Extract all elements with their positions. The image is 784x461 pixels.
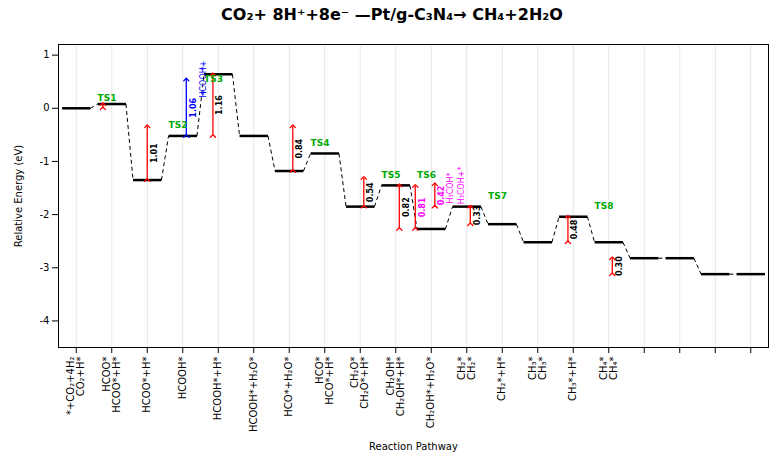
- svg-text:TS2: TS2: [169, 120, 188, 130]
- svg-text:CH₃*+H*: CH₃*+H*: [567, 357, 578, 401]
- svg-text:1.06: 1.06: [189, 97, 198, 117]
- svg-text:TS6: TS6: [417, 170, 436, 180]
- svg-text:0.82: 0.82: [402, 197, 411, 217]
- svg-text:HCOOH*+H₂O*: HCOOH*+H₂O*: [248, 357, 259, 433]
- svg-text:HCO*HCO*+H*: HCO*HCO*+H*: [314, 357, 335, 405]
- svg-text:CH₃*CH₃*: CH₃*CH₃*: [527, 357, 548, 381]
- svg-text:0: 0: [43, 102, 49, 113]
- svg-text:0.30: 0.30: [615, 256, 624, 276]
- svg-text:TS7: TS7: [488, 191, 507, 201]
- svg-text:CH₂O*CH₂O*+H*: CH₂O*CH₂O*+H*: [349, 357, 370, 409]
- svg-text:HCOOH*+H*: HCOOH*+H*: [212, 357, 223, 421]
- svg-text:*+CO₂+4H₂CO₂+H*: *+CO₂+4H₂CO₂+H*: [65, 357, 86, 416]
- svg-text:1.01: 1.01: [150, 143, 159, 163]
- svg-text:0.81: 0.81: [418, 197, 427, 217]
- svg-text:TS4: TS4: [311, 138, 330, 148]
- html-text:CO₂+ 8H⁺+8e⁻ —Pt/g-C₃N₄→ CH₄+2: CO₂+ 8H⁺+8e⁻ —Pt/g-C₃N₄→ CH₄+2H₂O: [221, 5, 563, 24]
- svg-text:H₃COH+*: H₃COH+*: [457, 166, 466, 204]
- svg-text:HCOO*+H*: HCOO*+H*: [141, 357, 152, 413]
- svg-text:0.42: 0.42: [437, 186, 446, 206]
- svg-text:1: 1: [43, 49, 49, 60]
- svg-text:CH₂*+H*: CH₂*+H*: [496, 357, 507, 401]
- svg-text:TS1: TS1: [98, 93, 117, 103]
- svg-text:CH₂OH*+H₂O*: CH₂OH*+H₂O*: [425, 357, 436, 429]
- svg-text:0.84: 0.84: [295, 138, 304, 158]
- svg-text:HCOOH*: HCOOH*: [177, 357, 188, 400]
- svg-text:Relative Energy (eV): Relative Energy (eV): [13, 145, 24, 248]
- svg-text:HCO*+H₂O*: HCO*+H₂O*: [283, 357, 294, 417]
- svg-text:H₃COH*: H₃COH*: [446, 172, 455, 203]
- svg-text:+: +: [199, 89, 208, 96]
- svg-text:0.33: 0.33: [473, 206, 482, 226]
- svg-text:TS3: TS3: [204, 73, 223, 84]
- svg-text:TS5: TS5: [382, 170, 401, 180]
- svg-text:Reaction Pathway: Reaction Pathway: [369, 441, 458, 452]
- svg-text:-1: -1: [40, 156, 50, 167]
- svg-text:-3: -3: [40, 262, 50, 273]
- svg-text:CH₄*CH₄*: CH₄*CH₄*: [598, 357, 619, 381]
- svg-text:HCOOH+: HCOOH+: [199, 61, 208, 98]
- svg-text:HCOO*HCOO*+H*: HCOO*HCOO*+H*: [101, 357, 122, 413]
- svg-text:CH₂OH*CH₂OH*+H*: CH₂OH*CH₂OH*+H*: [385, 357, 406, 417]
- svg-text:TS8: TS8: [595, 201, 614, 211]
- svg-text:-2: -2: [40, 209, 50, 220]
- svg-text:0.54: 0.54: [366, 182, 375, 202]
- svg-text:-4: -4: [40, 315, 50, 326]
- svg-text:1.16: 1.16: [215, 95, 224, 115]
- svg-text:0.48: 0.48: [570, 219, 579, 239]
- svg-text:CH₂*CH₂*: CH₂*CH₂*: [456, 357, 477, 381]
